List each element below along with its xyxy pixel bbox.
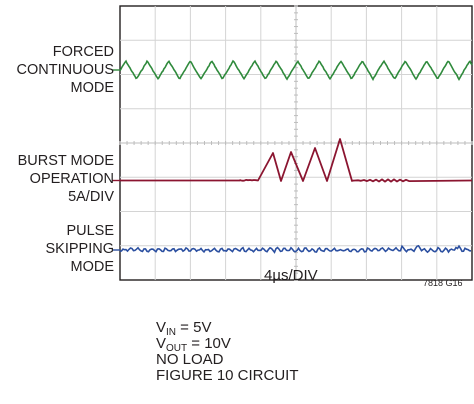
scope-traces [112, 59, 473, 254]
trace-pulse-skipping [119, 244, 472, 254]
trace-label-burst-mode: BURST MODE OPERATION 5A/DIV [17, 153, 114, 205]
x-axis-scale-label: 4µs/DIV [264, 267, 318, 284]
scope-grid [119, 5, 473, 281]
condition-circuit: FIGURE 10 CIRCUIT [156, 367, 299, 384]
condition-no-load: NO LOAD [156, 351, 224, 368]
trace-forced-continuous [119, 59, 473, 82]
trace-label-pulse-skipping: PULSE SKIPPING MODE [45, 223, 115, 275]
condition-vin: VIN = 5V [156, 319, 212, 338]
trace-burst-mode [120, 138, 473, 183]
figure-id: 7818 G16 [423, 278, 463, 288]
condition-vout: VOUT = 10V [156, 335, 231, 354]
test-conditions: VIN = 5V VOUT = 10V NO LOAD FIGURE 10 CI… [156, 320, 299, 384]
trace-label-forced-continuous: FORCED CONTINUOUS MODE [16, 44, 114, 96]
